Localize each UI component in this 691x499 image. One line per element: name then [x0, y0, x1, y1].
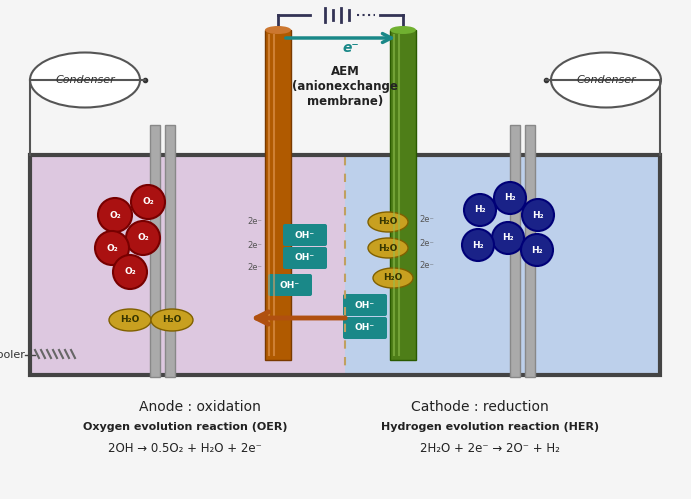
Circle shape — [464, 194, 496, 226]
Text: O₂: O₂ — [142, 198, 154, 207]
Text: OH⁻: OH⁻ — [295, 253, 315, 262]
Text: Condenser: Condenser — [55, 75, 115, 85]
Ellipse shape — [109, 309, 151, 331]
Ellipse shape — [30, 52, 140, 107]
Bar — [265, 30, 291, 360]
Circle shape — [126, 221, 160, 255]
Text: H₂: H₂ — [504, 194, 515, 203]
Text: 2e⁻: 2e⁻ — [247, 241, 262, 250]
Circle shape — [113, 255, 147, 289]
Text: 2OH → 0.5O₂ + H₂O + 2e⁻: 2OH → 0.5O₂ + H₂O + 2e⁻ — [108, 442, 262, 455]
Text: 2e⁻: 2e⁻ — [247, 218, 262, 227]
Text: H₂: H₂ — [532, 211, 544, 220]
Text: Oxygen evolution reaction (OER): Oxygen evolution reaction (OER) — [83, 422, 287, 432]
Circle shape — [522, 199, 554, 231]
Text: H₂: H₂ — [531, 246, 543, 254]
Text: H₂O: H₂O — [384, 273, 403, 282]
Circle shape — [98, 198, 132, 232]
Ellipse shape — [151, 309, 193, 331]
FancyBboxPatch shape — [268, 274, 312, 296]
Text: AEM
(anionexchange
membrane): AEM (anionexchange membrane) — [292, 65, 398, 108]
Text: O₂: O₂ — [106, 244, 118, 252]
Text: O₂: O₂ — [109, 211, 121, 220]
Ellipse shape — [368, 238, 408, 258]
Ellipse shape — [551, 52, 661, 107]
Ellipse shape — [373, 268, 413, 288]
Text: 2e⁻: 2e⁻ — [419, 216, 434, 225]
Text: H₂: H₂ — [502, 234, 514, 243]
Text: H₂O: H₂O — [378, 218, 398, 227]
Bar — [510, 125, 520, 377]
FancyBboxPatch shape — [283, 247, 327, 269]
Bar — [30, 155, 345, 375]
Bar — [150, 125, 160, 377]
Bar — [165, 125, 175, 377]
Text: Anode : oxidation: Anode : oxidation — [139, 400, 261, 414]
Text: H₂: H₂ — [474, 206, 486, 215]
Text: O₂: O₂ — [124, 267, 136, 276]
Text: 2e⁻: 2e⁻ — [419, 239, 434, 248]
Ellipse shape — [265, 26, 291, 34]
Circle shape — [492, 222, 524, 254]
Text: Hydrogen evolution reaction (HER): Hydrogen evolution reaction (HER) — [381, 422, 599, 432]
FancyBboxPatch shape — [283, 224, 327, 246]
Bar — [525, 125, 535, 377]
Ellipse shape — [368, 212, 408, 232]
Text: O₂: O₂ — [137, 234, 149, 243]
Text: H₂O: H₂O — [378, 244, 398, 252]
Text: 2e⁻: 2e⁻ — [247, 263, 262, 272]
Text: Condenser: Condenser — [576, 75, 636, 85]
Text: H₂: H₂ — [472, 241, 484, 250]
Text: Cathode : reduction: Cathode : reduction — [411, 400, 549, 414]
Text: 2H₂O + 2e⁻ → 2O⁻ + H₂: 2H₂O + 2e⁻ → 2O⁻ + H₂ — [420, 442, 560, 455]
Circle shape — [494, 182, 526, 214]
Bar — [30, 155, 660, 375]
Text: OH⁻: OH⁻ — [295, 231, 315, 240]
Text: H₂O: H₂O — [120, 315, 140, 324]
Text: OH⁻: OH⁻ — [280, 280, 300, 289]
Bar — [345, 155, 660, 375]
Circle shape — [95, 231, 129, 265]
Circle shape — [131, 185, 165, 219]
Bar — [390, 30, 416, 360]
Text: e⁻: e⁻ — [342, 41, 359, 55]
Text: 2e⁻: 2e⁻ — [419, 261, 434, 270]
FancyBboxPatch shape — [343, 317, 387, 339]
Text: Cooler: Cooler — [0, 350, 25, 360]
FancyBboxPatch shape — [343, 294, 387, 316]
Ellipse shape — [390, 26, 416, 34]
Text: OH⁻: OH⁻ — [355, 300, 375, 309]
Circle shape — [521, 234, 553, 266]
Circle shape — [462, 229, 494, 261]
Text: OH⁻: OH⁻ — [355, 323, 375, 332]
Text: H₂O: H₂O — [162, 315, 182, 324]
